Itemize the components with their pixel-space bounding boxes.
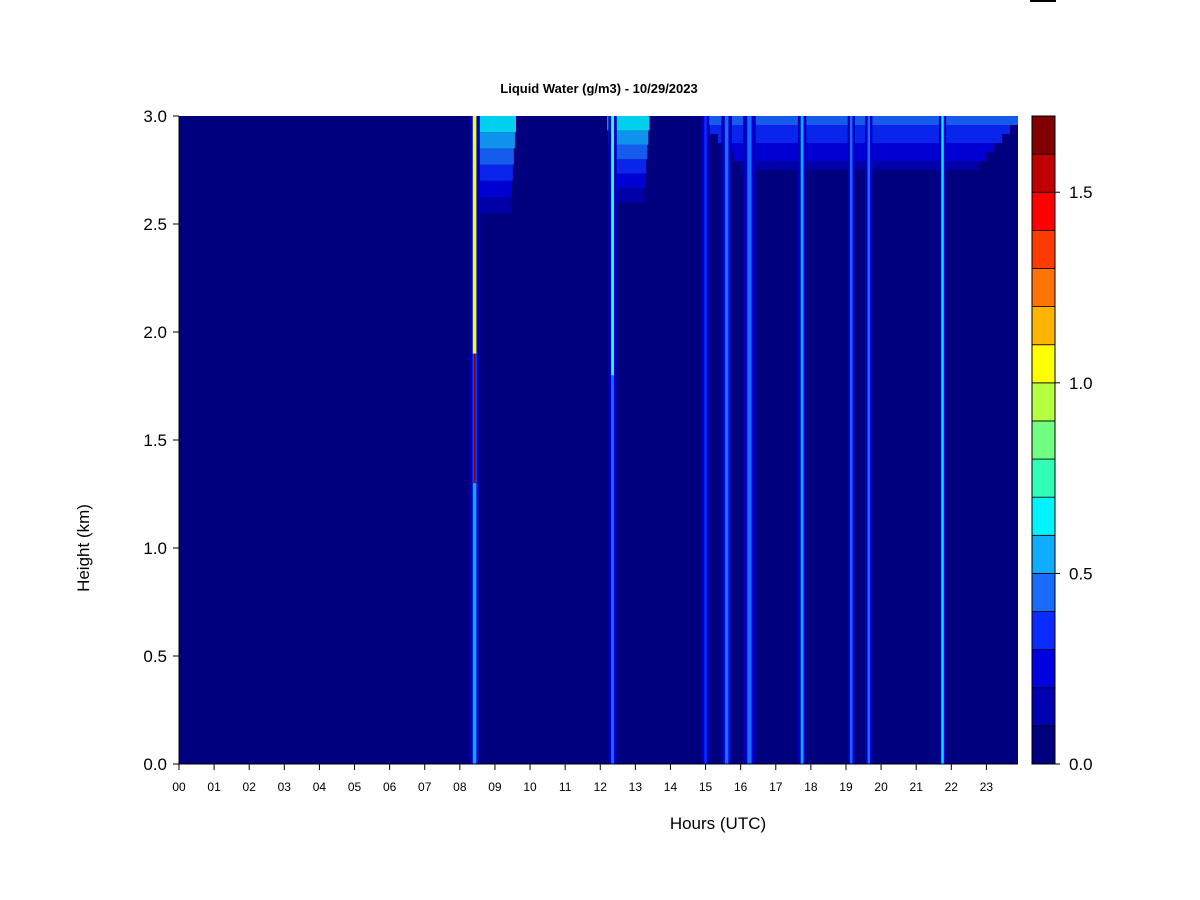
streak-upper (611, 116, 614, 376)
x-tick-label: 20 (874, 780, 888, 794)
colorbar-level (1031, 191, 1056, 231)
colorbar-level (1031, 687, 1056, 727)
streak-upper (472, 116, 477, 354)
y-tick-label: 3.0 (143, 107, 167, 126)
streak-core (941, 116, 944, 764)
cloud-top-patch (733, 152, 987, 161)
cloud-top-patch (474, 132, 515, 149)
cloud-top-patch (473, 116, 517, 133)
colorbar-level (1031, 496, 1056, 536)
x-tick-label: 00 (172, 780, 186, 794)
x-tick-label: 13 (629, 780, 643, 794)
colorbar-level (1031, 420, 1056, 460)
cloud-top-patch (611, 173, 646, 188)
heatmap-background (179, 116, 1018, 764)
cloud-top-patch (610, 159, 647, 174)
x-tick-label: 04 (313, 780, 327, 794)
y-axis-label: Height (km) (74, 504, 93, 592)
cloud-top-patch (612, 188, 645, 203)
streak-core (800, 116, 804, 764)
x-tick-label: 09 (488, 780, 502, 794)
x-tick-label: 08 (453, 780, 467, 794)
cloud-top-patch (479, 197, 511, 214)
x-tick-label: 18 (804, 780, 818, 794)
cloud-top-patch (741, 161, 979, 170)
y-tick-label: 1.5 (143, 431, 167, 450)
streak-core (724, 116, 729, 764)
x-tick-label: 10 (523, 780, 537, 794)
y-axis: 0.0 0.5 1.0 1.5 2.0 2.5 3.0 (143, 107, 179, 774)
x-tick-label: 01 (207, 780, 221, 794)
cloud-top-patch (717, 134, 1003, 143)
cloud-top-patch (709, 125, 1011, 134)
colorbar-frame (1031, 115, 1056, 765)
colorbar-tick-label: 1.0 (1069, 374, 1093, 393)
colorbar-tick-label: 0.5 (1069, 564, 1093, 583)
streak-peak (473, 353, 476, 484)
streak-core (747, 116, 752, 764)
y-tick-label: 2.5 (143, 215, 167, 234)
colorbar-level (1031, 153, 1056, 193)
x-tick-label: 22 (945, 780, 959, 794)
x-tick-label: 07 (418, 780, 432, 794)
colorbar-tick-label: 1.5 (1069, 183, 1093, 202)
cloud-top-patch (609, 144, 648, 160)
colorbar-level (1031, 344, 1056, 384)
x-tick-label: 02 (243, 780, 257, 794)
x-tick-label: 21 (910, 780, 924, 794)
streak-core (850, 116, 853, 764)
cloud-top-patch (477, 164, 513, 181)
colorbar-level (1031, 382, 1056, 422)
colorbar-tick-label: 0.0 (1069, 755, 1093, 774)
colorbar-level (1031, 573, 1056, 612)
y-tick-label: 2.0 (143, 323, 167, 342)
streak-core (611, 116, 614, 764)
colorbar-level (1031, 229, 1056, 269)
cloud-top-patch (608, 130, 649, 145)
x-tick-label: 19 (839, 780, 853, 794)
corner-mark (1030, 0, 1056, 2)
x-tick-label: 15 (699, 780, 713, 794)
x-tick-label: 03 (278, 780, 292, 794)
x-tick-label: 23 (980, 780, 994, 794)
colorbar-level (1031, 115, 1056, 155)
streak-core (867, 116, 871, 764)
x-axis: 00 01 02 03 04 05 06 07 08 09 10 11 12 13 14 15 16 17 18 19… (172, 764, 993, 794)
cloud-top-patch (607, 116, 650, 131)
y-tick-label: 1.0 (143, 539, 167, 558)
y-tick-label: 0.5 (143, 647, 167, 666)
colorbar-level (1031, 611, 1056, 651)
y-tick-label: 0.0 (143, 755, 167, 774)
x-tick-label: 05 (348, 780, 362, 794)
colorbar-level (1031, 725, 1056, 765)
plot-area (178, 116, 1018, 765)
x-tick-label: 11 (559, 780, 572, 794)
colorbar-level (1031, 534, 1056, 574)
colorbar-level (1031, 268, 1056, 307)
x-tick-label: 12 (594, 780, 608, 794)
x-tick-label: 06 (383, 780, 397, 794)
x-tick-label: 16 (734, 780, 748, 794)
cloud-top-patch (725, 143, 995, 152)
colorbar-level (1031, 458, 1056, 498)
cloud-top-patch (475, 148, 514, 165)
streak-core (704, 116, 707, 764)
colorbar: 0.0 0.5 1.0 1.5 (1031, 115, 1093, 774)
colorbar-level (1031, 306, 1056, 346)
x-axis-label: Hours (UTC) (670, 814, 766, 833)
cloud-top-patch (478, 180, 512, 197)
chart-title: Liquid Water (g/m3) - 10/29/2023 (500, 81, 697, 96)
colorbar-level (1031, 649, 1056, 689)
x-tick-label: 17 (769, 780, 783, 794)
cloud-top-patch (702, 116, 1018, 125)
x-tick-label: 14 (664, 780, 678, 794)
